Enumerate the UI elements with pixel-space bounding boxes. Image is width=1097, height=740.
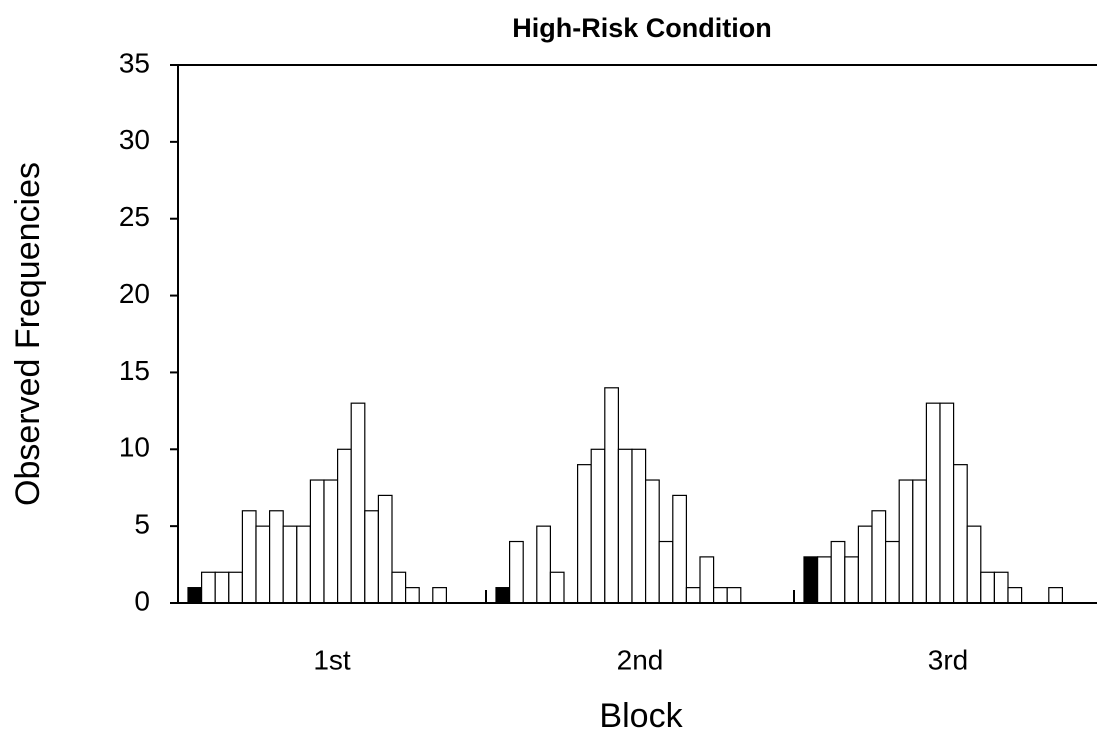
bar (282, 525, 298, 604)
bar (712, 587, 728, 604)
bar (871, 510, 887, 604)
y-tick-label: 0 (134, 585, 150, 616)
bar (672, 494, 687, 604)
bar (228, 571, 244, 604)
bar (509, 540, 524, 604)
bar (644, 479, 660, 604)
y-tick-label: 30 (119, 124, 150, 155)
bar (576, 464, 592, 604)
bar (803, 556, 819, 604)
bar (617, 448, 633, 604)
bar (1048, 587, 1064, 604)
x-axis-label: Block (599, 697, 683, 735)
bar (912, 479, 927, 604)
bar (536, 525, 551, 604)
bar (405, 587, 420, 604)
bar (201, 571, 216, 604)
y-tick-label: 25 (119, 201, 150, 232)
bar (699, 556, 715, 604)
bar (309, 479, 325, 604)
y-tick-label: 15 (119, 355, 150, 386)
bar (658, 540, 674, 604)
bar (337, 448, 352, 604)
bar (495, 587, 511, 604)
bar (631, 448, 647, 604)
bar (857, 525, 873, 604)
bar (296, 525, 311, 604)
y-axis-label: Observed Frequencies (9, 162, 47, 506)
bar (364, 510, 379, 604)
bar (939, 402, 955, 604)
bar (1007, 587, 1023, 604)
bar (925, 402, 941, 604)
bar (214, 571, 230, 604)
bar (685, 587, 701, 604)
bar (391, 571, 407, 604)
bar (844, 556, 859, 604)
y-tick-label: 5 (134, 509, 150, 540)
bar (898, 479, 914, 604)
y-tick-label: 20 (119, 278, 150, 309)
bar (187, 587, 203, 604)
bar (604, 387, 619, 604)
y-tick-label: 10 (119, 432, 150, 463)
bar (269, 510, 284, 604)
bar (993, 571, 1009, 604)
bar (952, 464, 968, 604)
x-tick-label: 1st (313, 644, 351, 675)
bar (549, 571, 565, 604)
bar (816, 556, 832, 604)
y-tick-label: 35 (119, 47, 150, 78)
bar (323, 479, 339, 604)
x-tick-label: 2nd (617, 644, 664, 675)
bar (980, 571, 995, 604)
bar (377, 494, 393, 604)
bar (590, 448, 606, 604)
bar (432, 587, 447, 604)
bar (255, 525, 271, 604)
bar (966, 525, 982, 604)
bar (884, 540, 900, 604)
bar (830, 540, 846, 604)
chart-title: High-Risk Condition (512, 13, 771, 43)
bar (726, 587, 742, 604)
bar (241, 510, 257, 604)
x-tick-label: 3rd (928, 644, 968, 675)
bar (350, 402, 366, 604)
